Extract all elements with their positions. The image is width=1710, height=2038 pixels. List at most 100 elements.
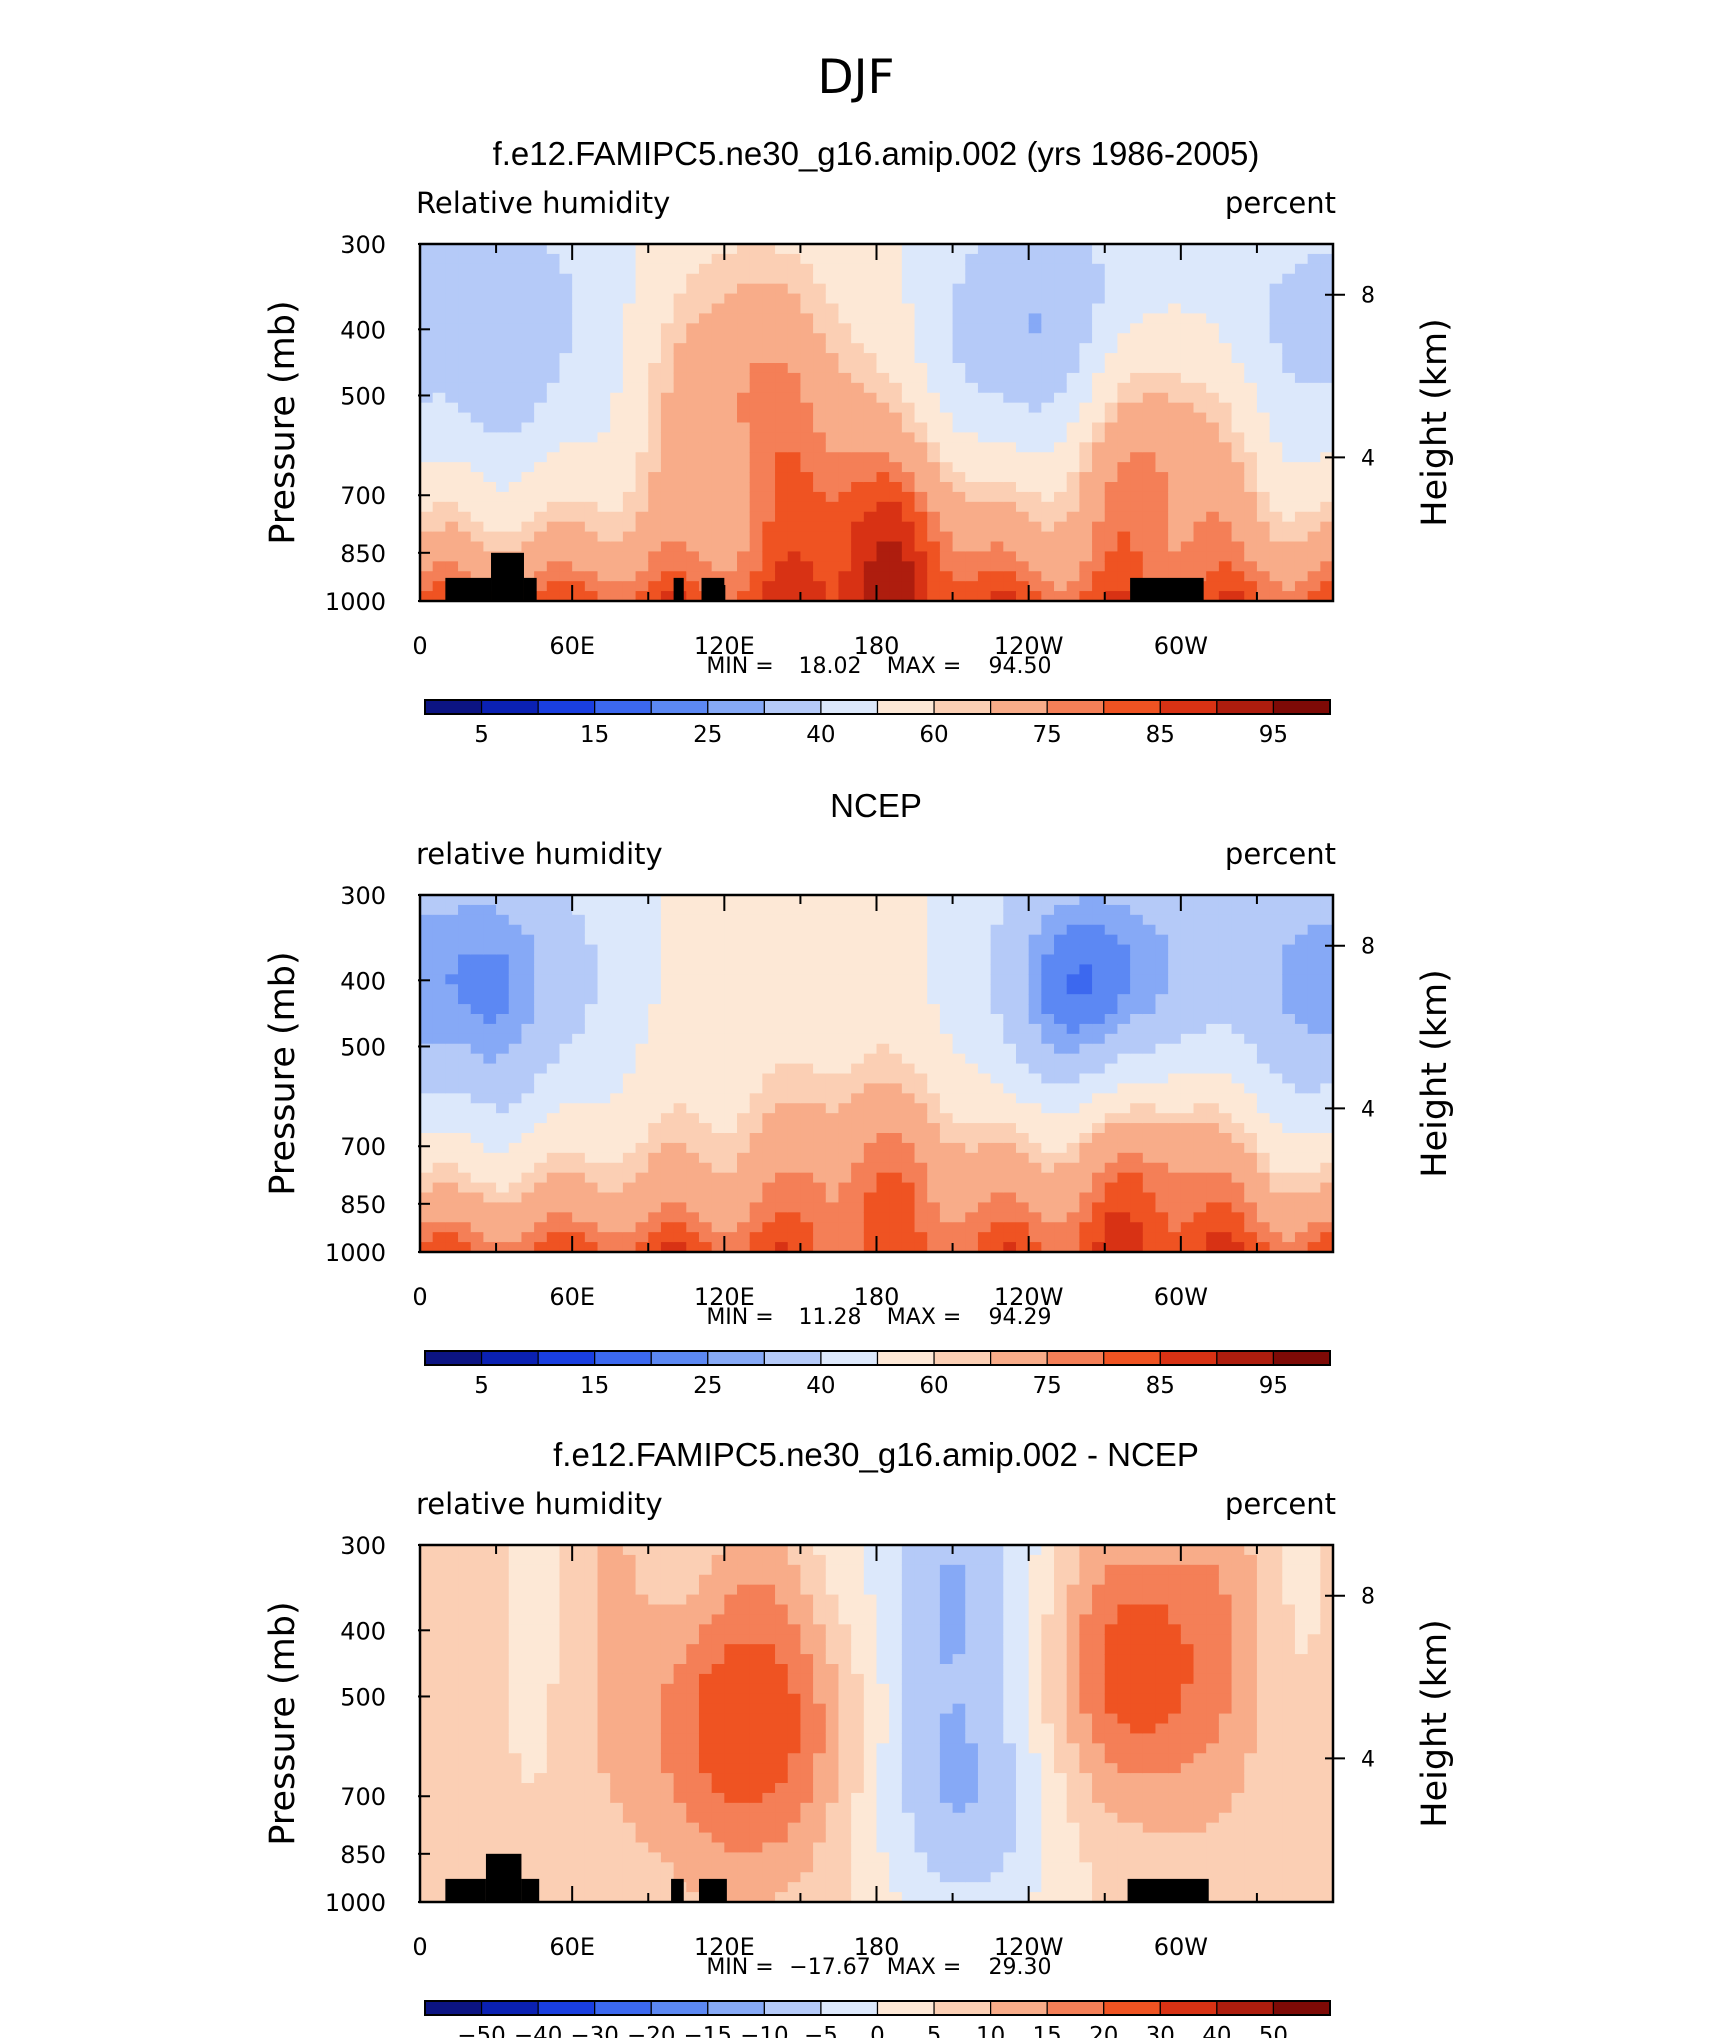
field-cell — [1155, 994, 1169, 1005]
field-cell — [559, 482, 573, 493]
field-cell — [762, 541, 776, 553]
field-cell — [965, 1162, 979, 1174]
field-cell — [458, 1073, 472, 1085]
field-cell — [610, 382, 624, 394]
field-cell — [965, 412, 979, 424]
field-cell — [1041, 472, 1055, 483]
field-cell — [939, 491, 954, 503]
field-cell — [673, 954, 687, 966]
field-cell — [1028, 452, 1042, 463]
field-cell — [648, 1202, 662, 1213]
field-cell — [838, 1222, 852, 1233]
field-cell — [673, 1133, 687, 1144]
field-cell — [508, 1103, 523, 1114]
field-cell — [825, 472, 840, 483]
field-cell — [572, 1192, 586, 1204]
field-cell — [648, 581, 662, 592]
field-cell — [927, 382, 941, 394]
field-cell — [610, 253, 624, 265]
field-cell — [508, 501, 523, 513]
field-cell — [1269, 422, 1283, 434]
field-cell — [813, 303, 827, 315]
field-cell — [483, 293, 497, 305]
field-cell — [508, 422, 523, 434]
field-cell — [1294, 482, 1309, 493]
field-cell — [863, 244, 878, 255]
field-cell — [572, 1093, 586, 1104]
field-cell — [1117, 551, 1131, 562]
field-cell — [1130, 402, 1144, 414]
field-cell — [952, 571, 966, 582]
field-cell — [622, 263, 637, 275]
field-cell — [445, 994, 459, 1005]
field-cell — [927, 934, 941, 946]
field-cell — [686, 984, 700, 995]
field-cell — [800, 1093, 814, 1104]
field-cell — [876, 521, 890, 533]
field-cell — [1066, 1242, 1080, 1253]
field-cell — [1206, 1053, 1220, 1065]
field-cell — [1015, 1014, 1030, 1025]
field-cell — [990, 372, 1004, 384]
field-cell — [927, 412, 941, 424]
field-cell — [901, 904, 916, 916]
field-cell — [660, 293, 675, 305]
field-cell — [977, 1242, 992, 1253]
field-cell — [622, 974, 637, 985]
field-cell — [1294, 571, 1309, 582]
field-cell — [863, 944, 878, 956]
field-cell — [1206, 402, 1220, 414]
field-cell — [1180, 984, 1195, 995]
field-cell — [952, 442, 966, 453]
field-cell — [1117, 1242, 1131, 1253]
field-cell — [1282, 323, 1296, 334]
field-cell — [458, 1232, 472, 1243]
field-cell — [458, 442, 472, 453]
field-cell — [445, 924, 459, 936]
field-cell — [1130, 954, 1144, 966]
field-cell — [686, 273, 700, 285]
field-cell — [597, 964, 611, 975]
field-cell — [483, 462, 497, 473]
field-cell — [648, 353, 662, 364]
field-cell — [635, 1242, 649, 1253]
field-cell — [965, 1113, 979, 1124]
field-cell — [496, 1202, 510, 1213]
field-cell — [813, 253, 827, 265]
field-cell — [673, 1053, 687, 1065]
y-tick-label: 400 — [340, 316, 386, 344]
field-cell — [965, 1023, 979, 1035]
field-cell — [445, 1014, 459, 1025]
field-cell — [559, 1202, 573, 1213]
field-cell — [889, 442, 903, 453]
field-cell — [775, 323, 789, 334]
field-cell — [1282, 511, 1296, 523]
field-cell — [660, 432, 675, 443]
field-cell — [711, 263, 725, 275]
field-cell — [1104, 1063, 1119, 1075]
field-cell — [534, 1113, 548, 1124]
field-cell — [914, 521, 928, 533]
field-cell — [737, 994, 751, 1005]
field-cell — [1256, 511, 1271, 523]
field-cell — [838, 1014, 852, 1025]
field-cell — [483, 964, 497, 975]
field-cell — [521, 293, 535, 305]
field-cell — [1256, 313, 1271, 324]
field-cell — [977, 1192, 992, 1204]
field-cell — [597, 392, 611, 404]
field-cell — [1028, 1113, 1042, 1124]
field-cell — [851, 273, 865, 285]
field-cell — [432, 591, 446, 602]
field-cell — [496, 353, 510, 364]
field-cell — [1193, 521, 1207, 533]
field-cell — [977, 432, 992, 443]
field-cell — [1079, 412, 1093, 424]
field-cell — [534, 343, 548, 354]
field-cell — [939, 1162, 954, 1174]
field-cell — [939, 1232, 954, 1243]
field-cell — [851, 303, 865, 315]
field-cell — [610, 521, 624, 533]
field-cell — [1142, 571, 1157, 582]
field-cell — [863, 924, 878, 936]
